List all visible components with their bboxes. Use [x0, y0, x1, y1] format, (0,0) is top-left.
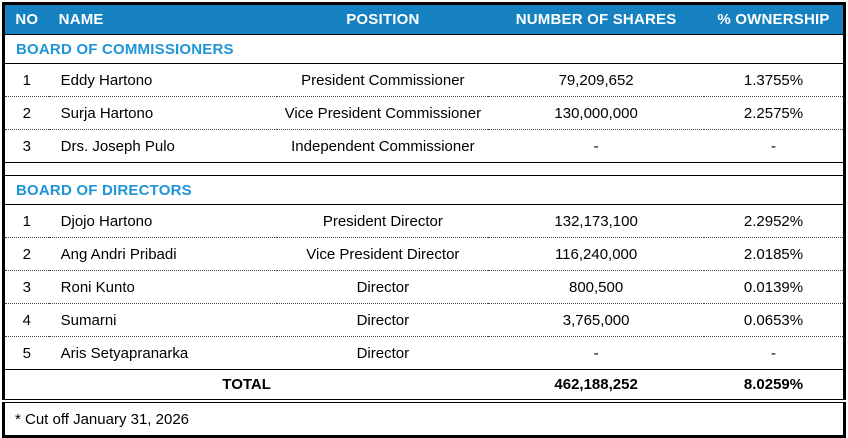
table-row: 1 Eddy Hartono President Commissioner 79,20… [3, 63, 845, 97]
cell-position: Director [277, 336, 489, 370]
table-header: NO NAME POSITION NUMBER OF SHARES% OWNERSHI… [3, 3, 845, 35]
column-header-name: NAME [48, 3, 278, 35]
section-title: BOARD OF DIRECTORS [16, 181, 192, 199]
cell-name: Roni Kunto [48, 270, 278, 304]
cell-position: President Director [277, 204, 489, 238]
cell-no: 2 [3, 237, 49, 271]
cell-name: Drs. Joseph Pulo [48, 129, 278, 163]
cell-position: President Commissioner [277, 63, 489, 97]
cell-name: Surja Hartono [48, 96, 278, 130]
cell-position: Vice President Commissioner [277, 96, 489, 130]
table-row: 2 Ang Andri Pribadi Vice President Directo… [3, 237, 845, 271]
cell-name: Eddy Hartono [48, 63, 278, 97]
cell-no: 3 [3, 129, 49, 163]
cell-no: 1 [3, 204, 49, 238]
cell-no: 1 [3, 63, 49, 97]
cell-shares: 79,209,652 [488, 63, 704, 97]
footnote-text: * Cut off January 31, 2026 [15, 410, 190, 428]
table-row: 3 Roni Kunto Director 800,500 0.0139% [3, 270, 845, 304]
cell-ownership: - [703, 129, 845, 163]
cell-shares: 3,765,000 [488, 303, 704, 337]
section-title-row: BOARD OF DIRECTORS [3, 175, 845, 205]
cell-ownership: 0.0653% [703, 303, 845, 337]
section-spacer-row [3, 162, 845, 176]
section-title-cell: BOARD OF DIRECTORS [3, 175, 845, 205]
section-title-cell: BOARD OF COMMISSIONERS [3, 34, 845, 64]
cell-no: 5 [3, 336, 49, 370]
column-header-ownership: % OWNERSHIP [703, 3, 845, 35]
cell-ownership: 1.3755% [703, 63, 845, 97]
total-row: TOTAL 462,188,252 8.0259% [3, 369, 845, 403]
column-header-shares: NUMBER OF SHARES [488, 3, 704, 35]
column-header-position: POSITION [277, 3, 489, 35]
cell-no: 3 [3, 270, 49, 304]
cell-no: 2 [3, 96, 49, 130]
cell-shares: 800,500 [488, 270, 704, 304]
cell-name: Sumarni [48, 303, 278, 337]
cell-shares: 132,173,100 [488, 204, 704, 238]
total-shares: 462,188,252 [488, 369, 704, 403]
cell-shares: 116,240,000 [488, 237, 704, 271]
cell-shares: - [488, 129, 704, 163]
cell-ownership: 2.2575% [703, 96, 845, 130]
cell-name: Aris Setyapranarka [48, 336, 278, 370]
cell-name: Ang Andri Pribadi [48, 237, 278, 271]
footnote-row: * Cut off January 31, 2026 [4, 401, 845, 437]
column-header-no: NO [3, 3, 49, 35]
section-title: BOARD OF COMMISSIONERS [16, 40, 234, 58]
cell-shares: 130,000,000 [488, 96, 704, 130]
section-spacer-cell [3, 162, 845, 176]
cell-position: Director [277, 303, 489, 337]
table-row: 5 Aris Setyapranarka Director - - [3, 336, 845, 370]
cell-shares: - [488, 336, 704, 370]
total-ownership: 8.0259% [703, 369, 845, 403]
cell-ownership: 2.0185% [703, 237, 845, 271]
table-row: 2 Surja Hartono Vice President Commissione… [3, 96, 845, 130]
table-body: BOARD OF COMMISSIONERS 1 Eddy Hartono Presi… [3, 34, 845, 437]
table-header-row: NO NAME POSITION NUMBER OF SHARES% OWNERSHI… [3, 3, 845, 35]
table-row: 1 Djojo Hartono President Director 132,173,… [3, 204, 845, 238]
table-row: 3 Drs. Joseph Pulo Independent Commissione… [3, 129, 845, 163]
cell-position: Independent Commissioner [277, 129, 489, 163]
cell-ownership: - [703, 336, 845, 370]
cell-position: Director [277, 270, 489, 304]
total-label: TOTAL [3, 369, 489, 403]
table-row: 4 Sumarni Director 3,765,000 0.0653% [3, 303, 845, 337]
cell-no: 4 [3, 303, 49, 337]
cell-ownership: 0.0139% [703, 270, 845, 304]
section-title-row: BOARD OF COMMISSIONERS [3, 34, 845, 64]
cell-position: Vice President Director [277, 237, 489, 271]
cell-name: Djojo Hartono [48, 204, 278, 238]
cell-ownership: 2.2952% [703, 204, 845, 238]
